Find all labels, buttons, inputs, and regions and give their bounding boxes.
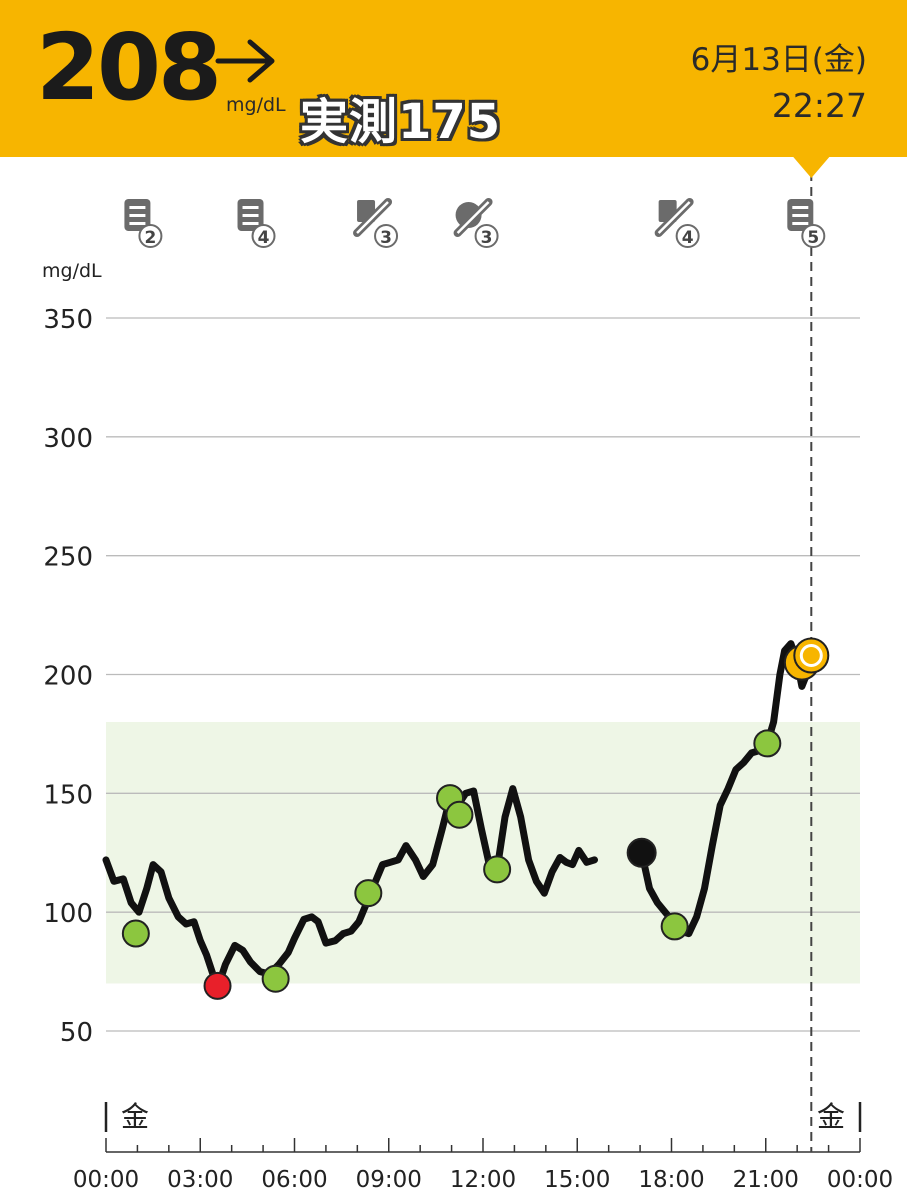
y-tick-label: 350 bbox=[43, 305, 93, 335]
note-icon bbox=[124, 199, 151, 231]
reading-date: 6月13日(金) bbox=[690, 42, 867, 78]
current-reading-point bbox=[793, 637, 830, 674]
reading-point bbox=[660, 912, 689, 941]
x-tick-label: 18:00 bbox=[638, 1167, 704, 1193]
event-count-label: 3 bbox=[380, 228, 392, 248]
event-count-badge bbox=[251, 224, 276, 248]
event-count-badge bbox=[675, 224, 700, 248]
insulin-pen-icon bbox=[353, 198, 393, 237]
y-axis-unit-label: mg/dL bbox=[42, 260, 102, 282]
x-tick-label: 09:00 bbox=[356, 1167, 422, 1193]
x-tick-label: 12:00 bbox=[450, 1167, 516, 1193]
measured-value-label: 実測175 bbox=[300, 94, 502, 150]
event-marker: 4 bbox=[654, 198, 700, 248]
food-insulin-icon bbox=[453, 198, 493, 237]
reading-unit: mg/dL bbox=[226, 94, 286, 116]
x-tick-label: 15:00 bbox=[544, 1167, 610, 1193]
y-tick-label: 200 bbox=[43, 662, 93, 692]
event-count-badge bbox=[138, 224, 163, 248]
reading-point bbox=[753, 729, 782, 758]
reading-point bbox=[354, 879, 383, 908]
day-label: 金 bbox=[817, 1100, 845, 1133]
event-marker: 3 bbox=[453, 198, 499, 248]
x-tick-label: 06:00 bbox=[261, 1167, 327, 1193]
event-marker: 2 bbox=[124, 199, 163, 248]
event-count-label: 2 bbox=[144, 228, 156, 248]
x-tick-label: 21:00 bbox=[733, 1167, 799, 1193]
reading-point bbox=[483, 855, 512, 884]
current-reading-ring bbox=[799, 643, 823, 667]
y-tick-label: 50 bbox=[60, 1018, 93, 1048]
y-tick-label: 300 bbox=[43, 424, 93, 454]
event-marker: 4 bbox=[237, 199, 276, 248]
x-tick-label: 00:00 bbox=[827, 1167, 893, 1193]
note-icon bbox=[237, 199, 264, 231]
event-count-label: 3 bbox=[481, 228, 493, 248]
insulin-pen-icon bbox=[654, 198, 694, 237]
y-tick-label: 100 bbox=[43, 899, 93, 929]
reading-time: 22:27 bbox=[771, 86, 867, 125]
event-count-label: 5 bbox=[807, 228, 819, 248]
event-marker: 3 bbox=[353, 198, 399, 248]
event-count-badge bbox=[474, 224, 499, 248]
reading-point bbox=[626, 837, 657, 868]
reading-point bbox=[261, 964, 290, 993]
x-tick-label: 00:00 bbox=[73, 1167, 139, 1193]
current-time-pointer bbox=[793, 157, 830, 178]
reading-point bbox=[445, 800, 474, 829]
event-count-badge bbox=[374, 224, 399, 248]
glucose-line bbox=[102, 785, 598, 987]
event-count-label: 4 bbox=[258, 228, 270, 248]
glucose-reading: 208 bbox=[36, 14, 222, 121]
event-count-label: 4 bbox=[682, 228, 694, 248]
day-label: 金 bbox=[121, 1100, 149, 1133]
target-range-band bbox=[106, 722, 860, 984]
reading-point bbox=[121, 919, 150, 948]
header-bar: 208 mg/dL 実測175 6月13日(金) 22:27 bbox=[0, 0, 907, 157]
arrow-right-icon bbox=[215, 39, 275, 83]
x-tick-label: 03:00 bbox=[167, 1167, 233, 1193]
event-count-badge bbox=[801, 224, 826, 248]
y-tick-label: 150 bbox=[43, 780, 93, 810]
y-tick-label: 250 bbox=[43, 543, 93, 573]
event-marker: 5 bbox=[787, 199, 826, 248]
note-icon bbox=[787, 199, 814, 231]
low-reading-point bbox=[203, 971, 232, 1000]
